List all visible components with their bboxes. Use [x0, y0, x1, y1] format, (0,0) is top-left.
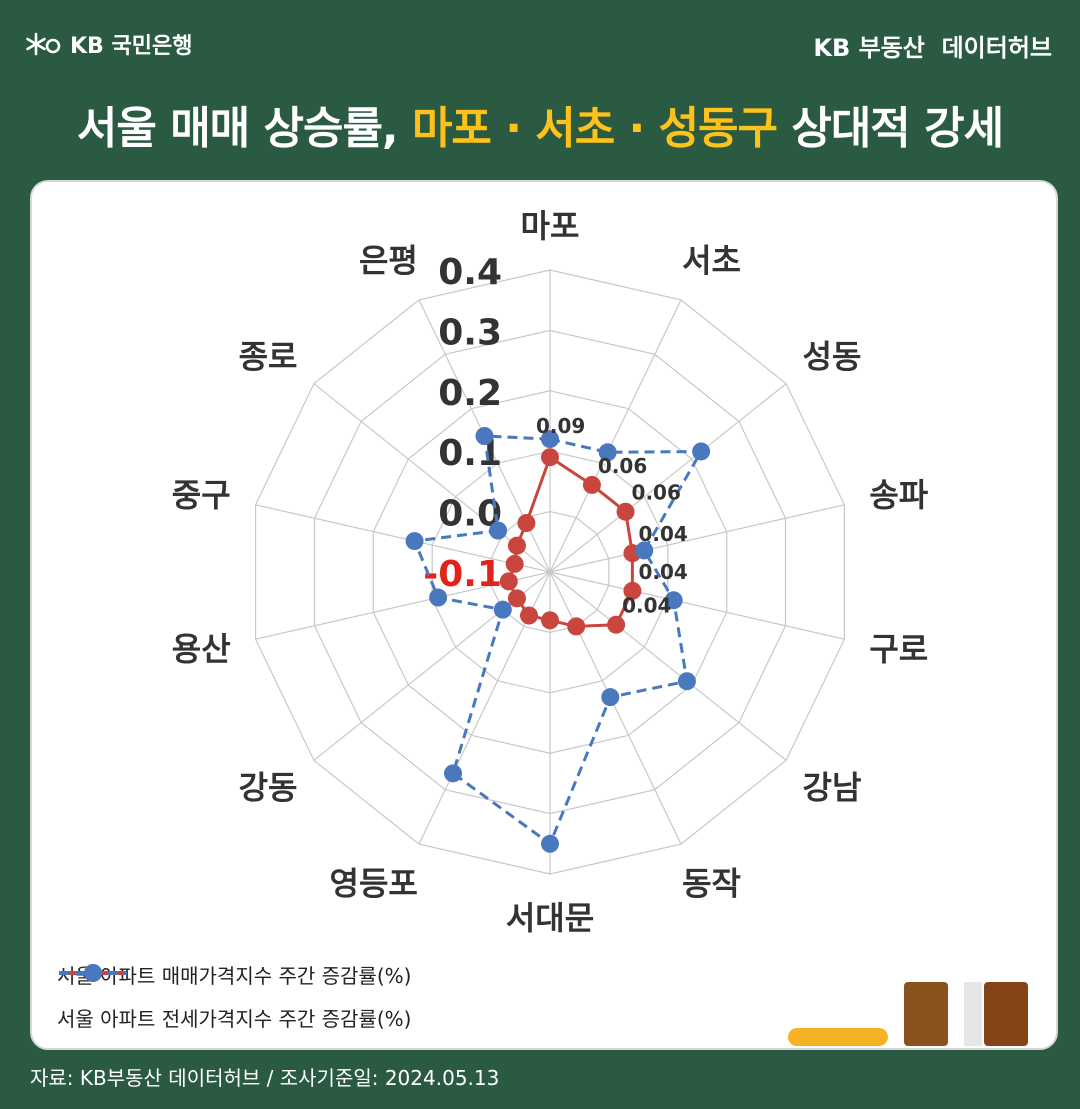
data-point-0: [607, 615, 626, 634]
brand-name: KB 국민은행: [70, 34, 193, 59]
data-point-0: [517, 514, 536, 533]
category-label: 서초: [682, 241, 741, 279]
category-label: 구로: [869, 630, 928, 668]
category-label: 송파: [869, 476, 928, 514]
data-point-1: [601, 688, 620, 707]
category-label: 강동: [239, 769, 298, 807]
data-label: 0.06: [598, 454, 647, 478]
data-point-0: [507, 536, 526, 555]
title-part1: 서울 매매 상승률,: [76, 103, 412, 154]
legend-swatch-jeonse: [59, 964, 127, 982]
data-point-0: [567, 617, 586, 636]
grid-spoke: [549, 571, 845, 640]
data-point-1: [429, 588, 448, 607]
data-point-0: [505, 554, 524, 573]
radial-tick-label: -0.1: [423, 554, 502, 595]
category-label: 용산: [172, 630, 231, 668]
category-label: 성동: [803, 337, 862, 375]
data-point-1: [489, 521, 508, 540]
grid-spoke: [549, 571, 787, 761]
radar-chart: 0.40.30.20.10.0-0.10.090.060.060.040.040…: [172, 207, 929, 937]
data-point-1: [541, 834, 559, 853]
data-point-1: [598, 443, 617, 462]
data-point-1: [677, 672, 696, 691]
data-point-1: [493, 600, 512, 619]
grid-spoke: [549, 299, 682, 573]
category-label: 마포: [521, 207, 580, 245]
data-point-0: [623, 581, 642, 600]
legend-item-jeonse: 서울 아파트 전세가격지수 주간 증감률(%): [57, 964, 412, 1032]
decoration-book: [904, 982, 948, 1046]
data-point-1: [541, 430, 559, 449]
chart-card: 0.4 0.3 0.2 0.1 0.0 -0.1 0.09 0.06 0.06 0.04 0.04 0…: [30, 180, 1058, 1050]
data-label: 0.04: [638, 560, 687, 584]
title-part3: 상대적 강세: [777, 103, 1004, 154]
category-label: 중구: [172, 476, 231, 514]
data-point-0: [520, 606, 539, 625]
legend-label-jeonse: 서울 아파트 전세가격지수 주간 증감률(%): [57, 1007, 412, 1031]
data-point-1: [664, 591, 683, 610]
radial-tick-label: 0.2: [438, 373, 502, 414]
grid-spoke: [255, 504, 551, 573]
header-title: KB 부동산 데이터허브: [813, 34, 1052, 62]
category-label: 은평: [359, 241, 418, 279]
data-point-0: [616, 502, 635, 521]
page-title: 서울 매매 상승률, 마포 · 서초 · 성동구 상대적 강세: [0, 92, 1080, 156]
data-point-1: [692, 442, 711, 461]
grid-spoke: [549, 504, 845, 573]
data-point-1: [444, 764, 463, 783]
category-label: 동작: [682, 865, 741, 903]
radial-tick-label: 0.4: [438, 252, 502, 293]
category-label: 강남: [803, 769, 862, 807]
data-point-0: [541, 448, 559, 467]
data-label: 0.09: [536, 414, 585, 438]
decoration-book: [964, 982, 982, 1046]
data-label: 0.04: [622, 594, 671, 618]
data-point-0: [582, 475, 601, 494]
source-note: 자료: KB부동산 데이터허브 / 조사기준일: 2024.05.13: [30, 1066, 500, 1090]
legend-label-sale: 서울 아파트 매매가격지수 주간 증감률(%): [57, 964, 412, 988]
data-point-1: [405, 532, 424, 551]
grid-spoke: [549, 383, 787, 573]
category-label: 서대문: [506, 899, 594, 937]
category-label: 종로: [239, 337, 298, 375]
data-point-0: [541, 611, 559, 630]
data-label: 0.06: [632, 481, 681, 505]
data-point-1: [635, 541, 654, 560]
data-label: 0.04: [638, 522, 687, 546]
series-line-0: [507, 455, 634, 628]
title-highlight: 마포 · 서초 · 성동구: [411, 103, 778, 154]
kb-star-icon: [26, 31, 62, 57]
decoration-bar: [788, 1028, 888, 1046]
data-point-1: [475, 426, 494, 445]
grid-spoke: [549, 571, 682, 845]
chart-legend: 서울 아파트 매매가격지수 주간 증감률(%) 서울 아파트 전세가격지수 주간…: [57, 960, 411, 1032]
data-point-0: [507, 589, 526, 608]
category-label: 영등포: [330, 865, 418, 903]
data-point-0: [499, 572, 518, 591]
decoration-book: [984, 982, 1028, 1046]
brand-logo: KB 국민은행: [26, 28, 192, 60]
radial-tick-label: 0.3: [438, 312, 502, 353]
